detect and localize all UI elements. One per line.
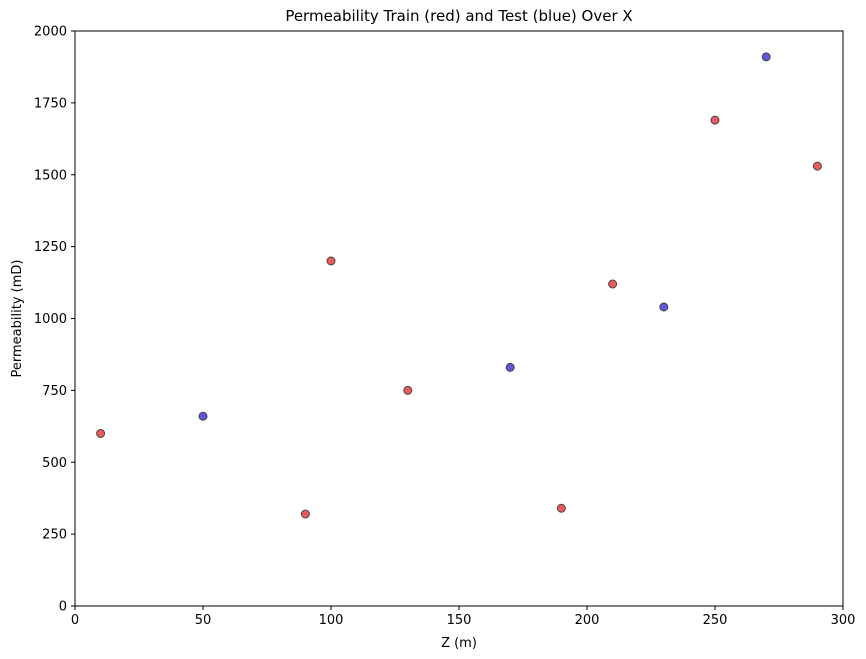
train-point xyxy=(326,256,336,266)
test-point xyxy=(659,302,669,312)
test-point xyxy=(505,362,515,372)
x-tick-label: 250 xyxy=(703,613,728,628)
x-tick-label: 200 xyxy=(575,613,600,628)
x-tick-label: 0 xyxy=(71,613,79,628)
x-tick-label: 150 xyxy=(447,613,472,628)
train-point xyxy=(710,115,720,125)
train-point xyxy=(556,503,566,513)
train-point xyxy=(300,509,310,519)
y-tick-label: 500 xyxy=(42,456,67,471)
plot-frame xyxy=(74,30,844,607)
x-tick-label: 50 xyxy=(195,613,212,628)
chart-title: Permeability Train (red) and Test (blue)… xyxy=(285,7,632,25)
train-series xyxy=(96,115,822,519)
y-axis: 0 250 500 750 1000 1250 1500 1750 2000 xyxy=(34,25,75,615)
x-tick-label: 100 xyxy=(319,613,344,628)
y-tick-label: 1750 xyxy=(34,96,67,111)
y-axis-title: Permeability (mD) xyxy=(10,260,25,378)
y-tick-label: 1500 xyxy=(34,168,67,183)
x-axis: 0 50 100 150 200 250 300 xyxy=(71,606,856,628)
test-point xyxy=(761,52,771,62)
train-point xyxy=(96,429,106,438)
x-tick-label: 300 xyxy=(831,613,856,628)
y-tick-label: 1250 xyxy=(34,240,67,255)
train-point xyxy=(403,385,413,395)
test-series xyxy=(198,52,771,421)
train-point xyxy=(812,161,822,171)
test-point xyxy=(198,411,208,421)
plot-area: 0 50 100 150 200 250 300 0 250 500 750 1000 1250 150… xyxy=(34,25,856,629)
x-axis-title: Z (m) xyxy=(441,636,477,651)
y-tick-label: 250 xyxy=(42,528,67,543)
train-point xyxy=(608,279,618,289)
y-tick-label: 1000 xyxy=(34,312,67,327)
y-tick-label: 0 xyxy=(59,600,67,615)
data-points xyxy=(96,52,822,519)
y-tick-label: 750 xyxy=(42,384,67,399)
y-tick-label: 2000 xyxy=(34,25,67,40)
